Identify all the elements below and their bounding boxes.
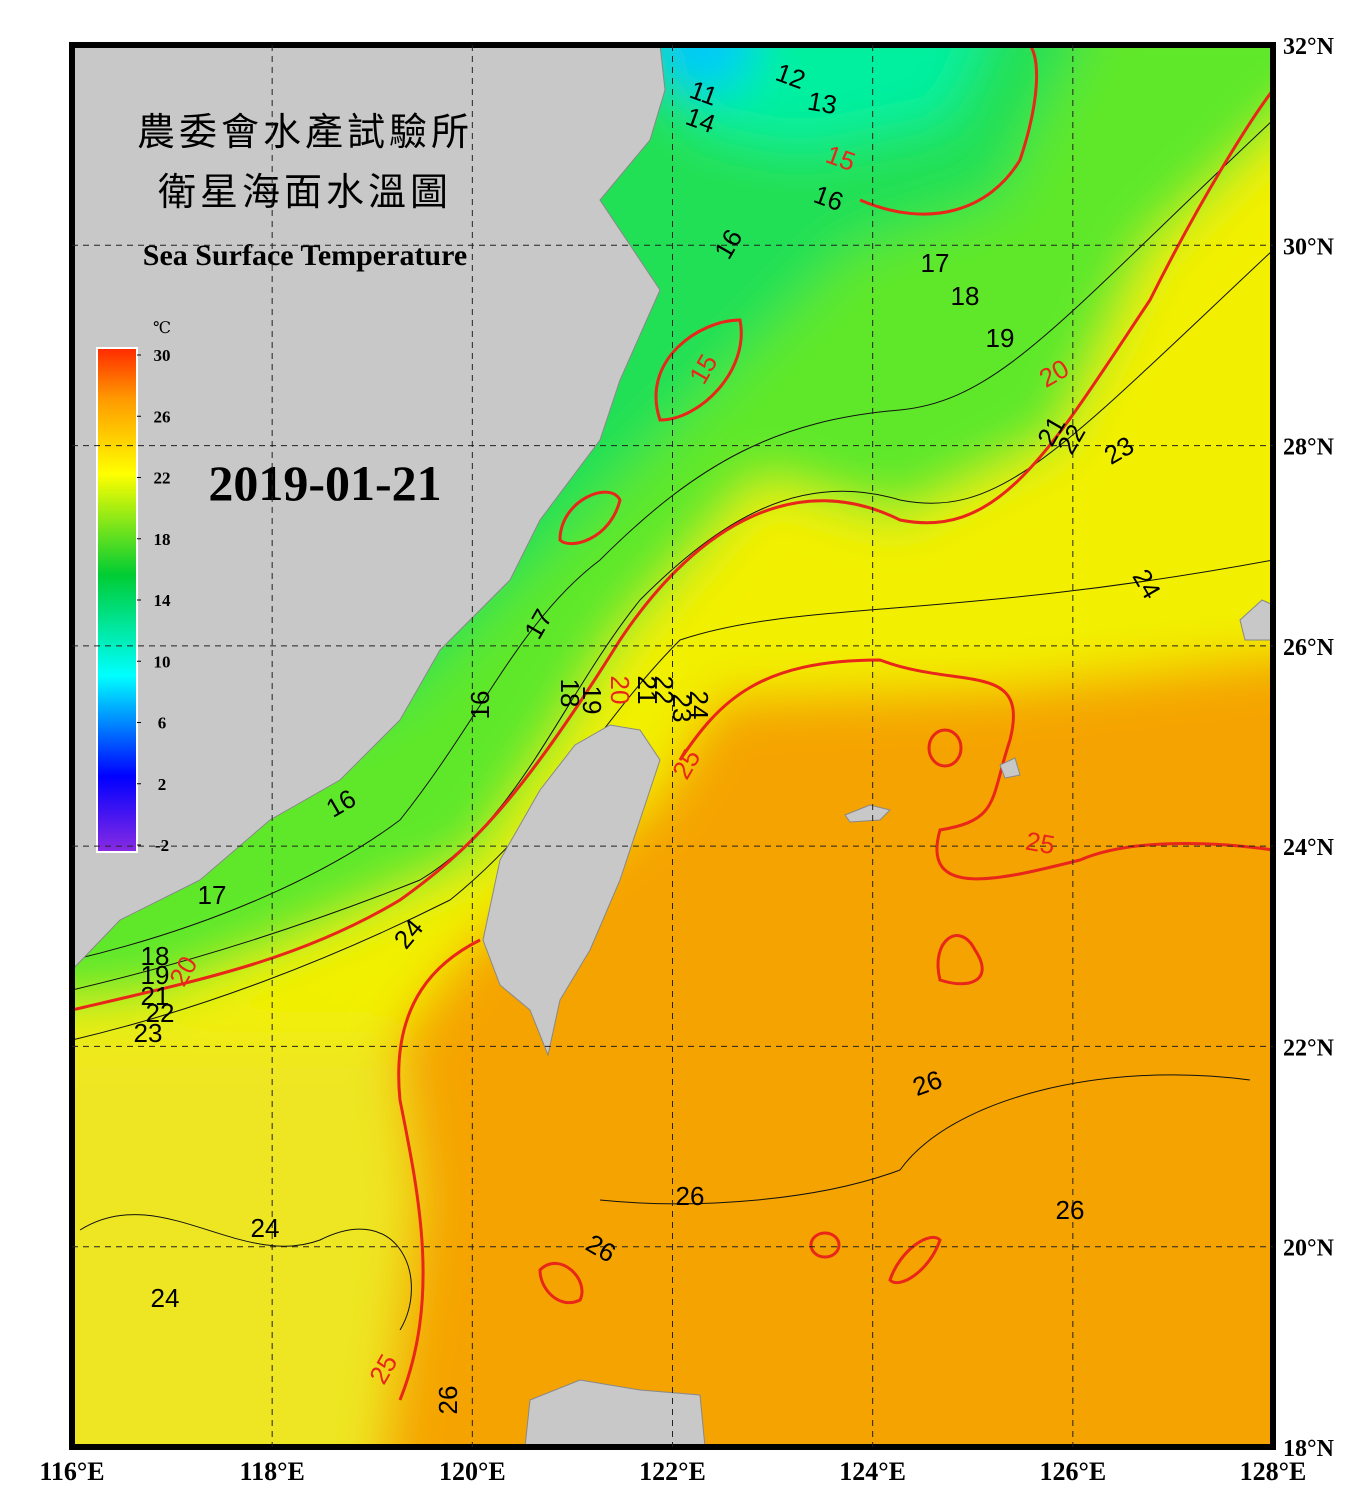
date: 2019-01-21 — [208, 455, 441, 511]
luzon — [524, 1379, 706, 1447]
major-isotherms — [72, 45, 1273, 1401]
y-tick-label: 20°N — [1283, 1236, 1335, 1262]
contour-label: 26 — [433, 1386, 463, 1415]
contour-label: 26 — [1056, 1195, 1085, 1225]
y-tick-label: 18°N — [1283, 1436, 1335, 1462]
colorbar-tick-label: 26 — [154, 407, 171, 426]
contour-label: 22 — [146, 998, 175, 1028]
y-tick-label: 32°N — [1283, 34, 1335, 60]
contour-label: 24 — [684, 691, 714, 720]
colorbar-unit: ℃ — [153, 320, 171, 337]
major-contour-label: 20 — [605, 676, 635, 705]
colorbar — [96, 347, 138, 853]
island — [1239, 599, 1273, 641]
sea-cyan — [655, 45, 750, 90]
colorbar-tick-label: 30 — [154, 346, 171, 365]
y-tick-label: 30°N — [1283, 234, 1335, 260]
contour-label: 22 — [649, 676, 679, 705]
x-tick-label: 124°E — [839, 1457, 906, 1486]
contour-label: 18 — [555, 679, 585, 708]
major-contour-label: 25 — [1024, 826, 1058, 861]
contour-label: 19 — [577, 686, 607, 715]
contour-label: 24 — [151, 1283, 180, 1313]
title-line: 衛星海面水溫圖 — [158, 172, 452, 214]
colorbar-tick-label: -2 — [155, 836, 169, 855]
x-tick-label: 116°E — [39, 1457, 104, 1486]
colorbar-tick-label: 6 — [158, 714, 167, 733]
mainland-china — [72, 45, 666, 971]
contour-label: 19 — [986, 323, 1015, 353]
contour-label: 16 — [465, 691, 495, 720]
contour-label: 23 — [667, 694, 697, 723]
contour-label: 24 — [251, 1213, 280, 1243]
sea-yellow-sw — [72, 1040, 420, 1447]
subtitle: Sea Surface Temperature — [143, 239, 467, 272]
contour-label: 18 — [951, 281, 980, 311]
x-tick-label: 126°E — [1039, 1457, 1106, 1486]
contour-label: 18 — [141, 941, 170, 971]
y-tick-label: 24°N — [1283, 835, 1335, 861]
y-tick-label: 26°N — [1283, 635, 1335, 661]
colorbar-tick-label: 22 — [154, 469, 171, 488]
y-tick-label: 22°N — [1283, 1035, 1335, 1061]
y-tick-label: 28°N — [1283, 435, 1335, 461]
title-line: 農委會水產試驗所 — [137, 112, 473, 154]
island — [844, 804, 891, 823]
contour-label: 17 — [198, 880, 227, 910]
contour-label: 23 — [134, 1018, 163, 1048]
colorbar-tick-label: 18 — [154, 530, 171, 549]
taiwan — [482, 724, 661, 1057]
colorbar-tick-label: 10 — [154, 652, 171, 671]
x-tick-label: 122°E — [639, 1457, 706, 1486]
island — [999, 757, 1021, 779]
contour-label: 21 — [632, 676, 662, 705]
contour-label: 26 — [676, 1181, 705, 1211]
x-tick-label: 120°E — [439, 1457, 506, 1486]
x-tick-label: 118°E — [240, 1457, 305, 1486]
land — [72, 45, 1273, 1447]
contour-label: 19 — [141, 960, 170, 990]
contour-label: 13 — [806, 86, 840, 121]
x-tick-label: 128°E — [1240, 1457, 1307, 1486]
colorbar-tick-label: 2 — [158, 775, 167, 794]
contour-label: 21 — [141, 981, 170, 1011]
colorbar-tick-label: 14 — [154, 591, 172, 610]
contour-label: 17 — [921, 248, 950, 278]
